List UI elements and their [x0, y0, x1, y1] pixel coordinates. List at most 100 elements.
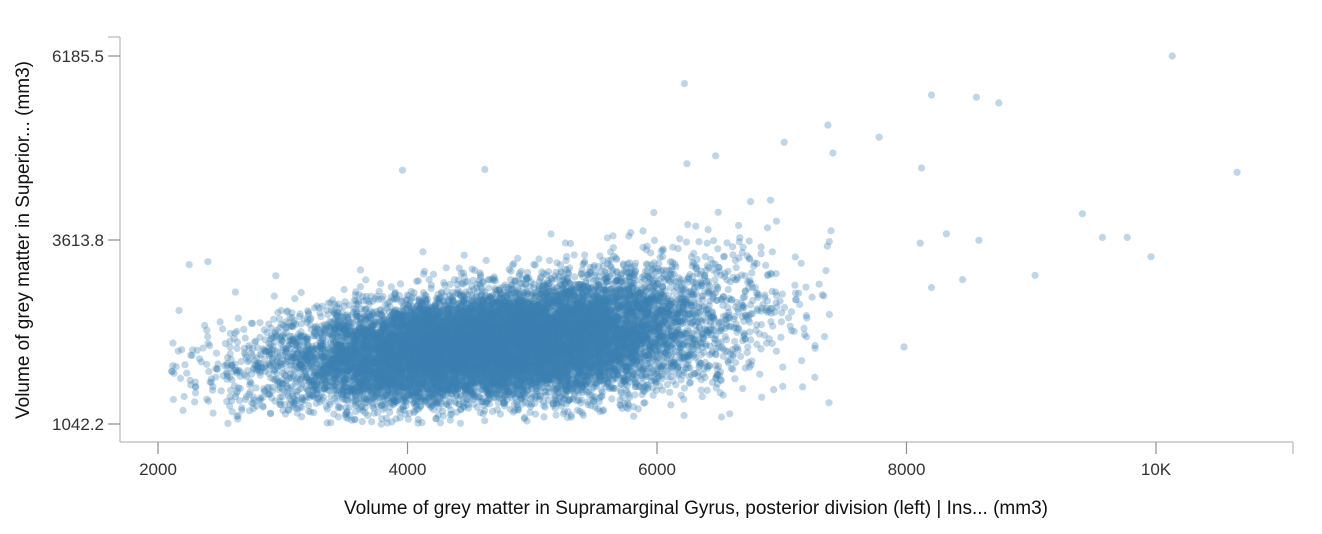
data-point [452, 383, 461, 392]
data-point [503, 334, 511, 342]
data-point [534, 376, 543, 384]
data-point [422, 364, 430, 372]
data-point [472, 367, 480, 375]
data-point [438, 354, 446, 362]
data-points [168, 52, 1241, 428]
data-point [370, 354, 378, 362]
data-point [825, 399, 833, 407]
data-point [519, 318, 527, 326]
data-point [590, 304, 599, 312]
data-point [685, 352, 693, 360]
data-point [701, 253, 709, 261]
data-point [360, 331, 368, 339]
data-point [545, 350, 553, 358]
data-point [425, 387, 434, 395]
data-point [397, 348, 405, 357]
data-point [332, 342, 340, 350]
data-point [627, 349, 636, 357]
data-point [384, 349, 392, 357]
data-point [169, 395, 177, 404]
data-point [445, 380, 453, 388]
data-point [377, 280, 385, 288]
data-point [482, 376, 490, 384]
data-point [485, 330, 493, 338]
data-point [413, 387, 421, 395]
data-point [483, 338, 491, 346]
data-point [670, 303, 678, 311]
data-point [545, 256, 554, 265]
data-point [371, 358, 379, 366]
data-point [466, 335, 474, 343]
data-point [405, 374, 413, 382]
data-point [377, 360, 385, 368]
data-point [707, 255, 715, 264]
data-point [540, 281, 549, 289]
data-point [494, 352, 502, 360]
data-point [444, 364, 452, 372]
data-point [371, 344, 379, 352]
data-point [183, 369, 191, 377]
data-point [529, 358, 537, 366]
data-point [476, 319, 484, 327]
data-point [568, 363, 577, 371]
data-point [496, 369, 504, 377]
data-point [698, 303, 706, 311]
data-point [628, 284, 636, 293]
data-point [382, 367, 390, 375]
data-point [501, 377, 510, 385]
data-point [403, 353, 411, 361]
data-point [594, 323, 603, 332]
data-point [417, 340, 425, 348]
data-point [797, 259, 805, 267]
data-point [539, 317, 547, 325]
data-point [582, 347, 591, 355]
data-point [361, 384, 369, 393]
data-point [412, 324, 420, 332]
data-point [565, 289, 573, 298]
data-point [481, 335, 489, 343]
data-point [695, 238, 703, 246]
data-point [633, 313, 641, 321]
data-point [384, 349, 392, 357]
data-point [535, 255, 543, 263]
data-point [566, 374, 575, 382]
data-point [454, 325, 462, 333]
data-point [586, 359, 595, 368]
data-point [613, 371, 621, 379]
data-point [592, 295, 601, 304]
data-point [777, 333, 785, 341]
data-point [411, 402, 419, 410]
data-point [180, 392, 188, 401]
data-point [597, 354, 605, 362]
data-point [486, 324, 494, 332]
data-point [234, 314, 242, 322]
data-point [388, 336, 396, 344]
data-point [552, 411, 560, 419]
data-point [494, 338, 503, 346]
data-point [556, 339, 564, 347]
data-point [417, 317, 425, 325]
data-point [497, 370, 505, 378]
data-point [367, 352, 375, 360]
data-point [513, 300, 521, 308]
data-point [443, 327, 451, 335]
data-point [445, 311, 453, 319]
data-point [629, 358, 637, 366]
data-point [323, 419, 331, 427]
data-point [444, 357, 452, 365]
data-point [452, 391, 461, 400]
data-point [420, 267, 428, 275]
data-point [584, 313, 593, 321]
data-point [256, 319, 264, 327]
data-point [590, 383, 598, 391]
data-point [366, 319, 374, 327]
data-point [650, 236, 659, 244]
data-point [825, 310, 834, 319]
data-point [548, 364, 557, 372]
data-point [605, 349, 613, 357]
data-point [219, 325, 227, 333]
data-point [591, 361, 599, 369]
data-point [588, 369, 596, 377]
data-point [629, 290, 637, 299]
data-point [310, 376, 318, 384]
